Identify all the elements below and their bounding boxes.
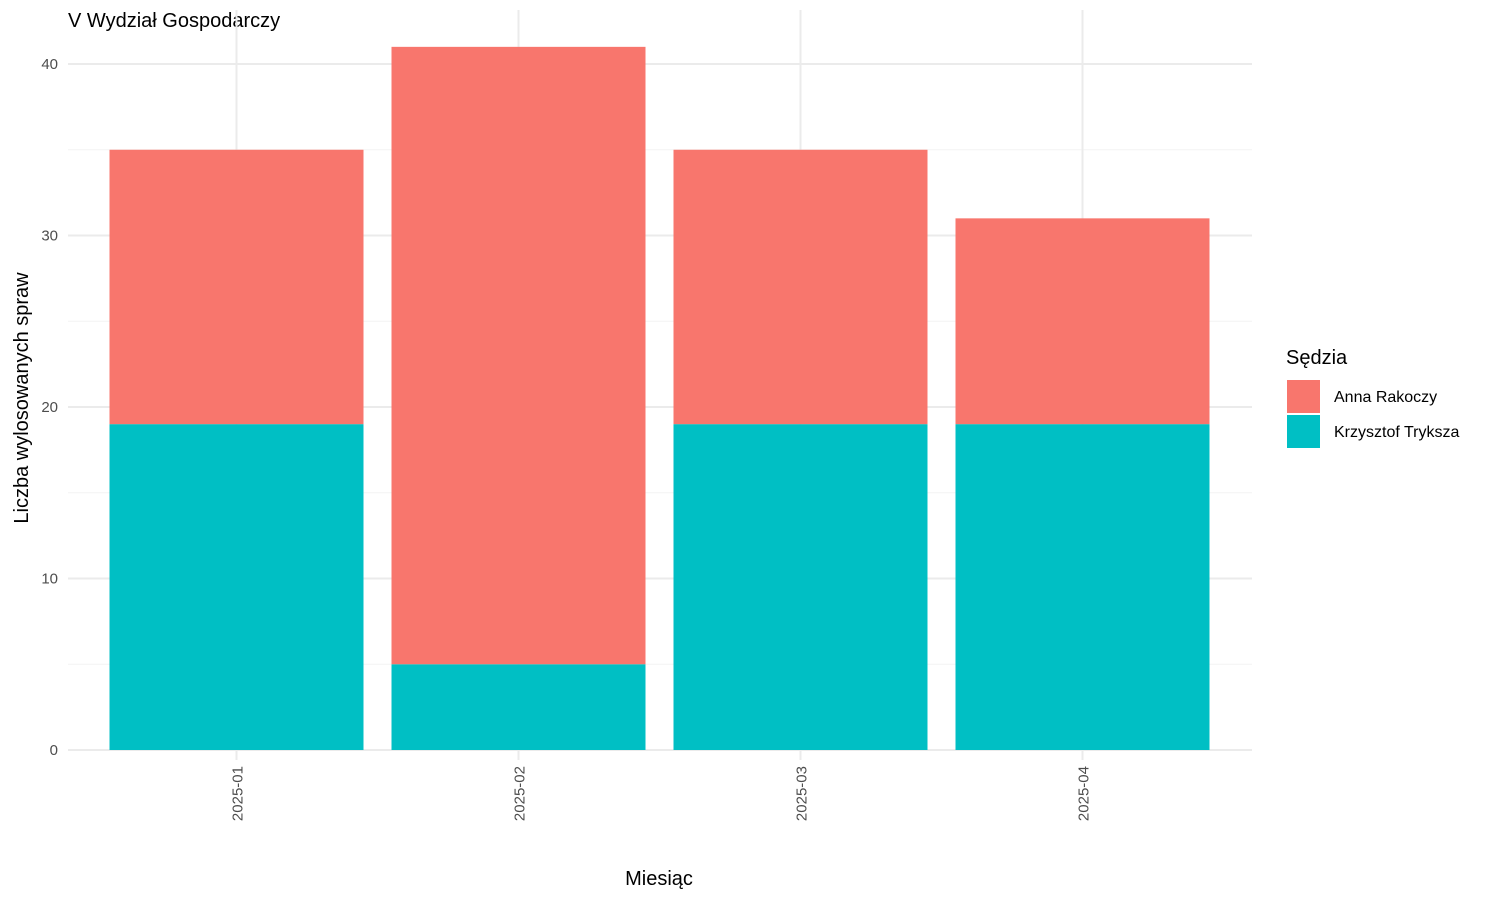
bar-krzysztof-tryksza-2025-03	[673, 424, 928, 750]
bar-anna-rakoczy-2025-02	[391, 46, 646, 665]
x-axis-title: Miesiąc	[625, 868, 693, 890]
y-tick-label: 30	[41, 228, 58, 245]
x-tick-label: 2025-04	[1076, 766, 1093, 821]
y-tick-label: 10	[41, 571, 58, 588]
chart-title: V Wydział Gospodarczy	[68, 10, 280, 32]
bar-anna-rakoczy-2025-03	[673, 149, 928, 425]
x-tick-label: 2025-02	[512, 766, 529, 821]
bar-anna-rakoczy-2025-04	[955, 218, 1210, 425]
y-tick-label: 0	[50, 742, 58, 759]
y-axis-title: Liczba wylosowanych spraw	[11, 272, 33, 524]
y-tick-label: 40	[41, 56, 58, 73]
legend-label: Krzysztof Tryksza	[1334, 424, 1459, 441]
bars	[109, 46, 1210, 750]
legend-swatch	[1287, 415, 1320, 448]
bar-krzysztof-tryksza-2025-04	[955, 424, 1210, 750]
y-axis-ticks: 0 10 20 30 40	[41, 56, 58, 759]
x-tick-label: 2025-03	[794, 766, 811, 821]
x-tick-label: 2025-01	[230, 766, 247, 821]
bar-krzysztof-tryksza-2025-02	[391, 664, 646, 750]
y-tick-label: 20	[41, 399, 58, 416]
legend-label: Anna Rakoczy	[1334, 389, 1437, 406]
bar-anna-rakoczy-2025-01	[109, 149, 364, 425]
legend: Sędzia Anna Rakoczy Krzysztof Tryksza	[1286, 347, 1459, 448]
x-axis-ticks: 2025-01 2025-02 2025-03 2025-04	[230, 766, 1093, 821]
bar-krzysztof-tryksza-2025-01	[109, 424, 364, 750]
legend-swatch	[1287, 380, 1320, 413]
legend-title: Sędzia	[1286, 347, 1348, 369]
